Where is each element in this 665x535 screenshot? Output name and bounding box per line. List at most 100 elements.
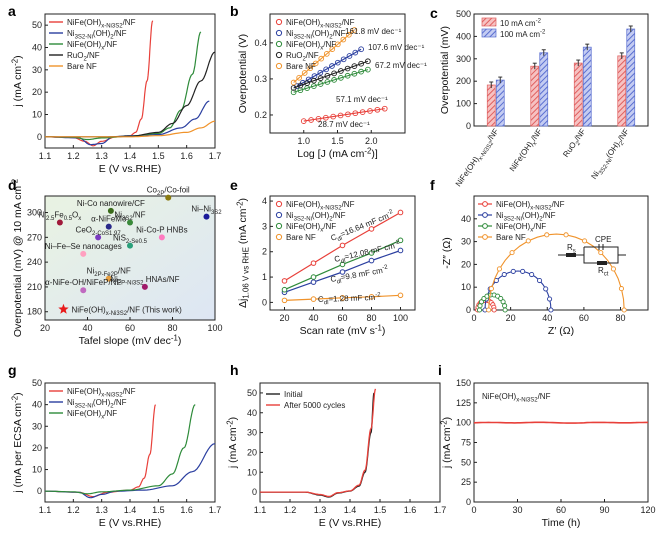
data-point [351, 63, 358, 69]
series-line-Bare NF [45, 120, 216, 138]
panel-a: 1.1 1.2 1.3 1.4 1.5 1.6 1.7 0 10 20 30 40 50 E (V vs.… [8, 3, 221, 175]
data-point [368, 250, 375, 256]
fit-line [296, 48, 362, 87]
data-point [281, 286, 288, 293]
data-point [127, 242, 133, 249]
point-label: Ni2P-Ni​3S​2​ HNAs/NF [110, 275, 179, 287]
legend-label: NiFe(OH)x-Ni​3S​2​/NF [67, 387, 136, 399]
circuit-parallel [583, 246, 619, 264]
legend-swatch [275, 200, 283, 208]
legend-swatch [482, 234, 488, 240]
legend-swatch [482, 223, 488, 229]
data-point [496, 266, 502, 272]
x-axis-label: E (V vs.RHE) [99, 517, 161, 529]
data-point [290, 79, 297, 86]
slope-annotation: 161.8 mV dec⁻¹ [345, 27, 402, 36]
slope-annotation: 28.7 mV dec⁻¹ [318, 120, 370, 129]
panel-c: 0 100 200 300 400 500 NiFe(OH)x-Ni​3S​2​/NFNiF… [430, 5, 649, 188]
data-point [486, 307, 492, 313]
slope-annotation: 67.2 mV dec⁻¹ [375, 61, 427, 70]
data-point [338, 74, 344, 81]
x-tick-label: 1.1 [39, 505, 52, 515]
legend-label: NiFe(OH)x​/NF [67, 40, 117, 52]
data-point [397, 247, 404, 254]
bar [573, 62, 583, 127]
y-tick-label: 0 [466, 497, 471, 507]
data-point [397, 209, 404, 216]
data-point [368, 226, 375, 232]
legend-swatch [275, 18, 283, 26]
y-axis-label: Overpotential (mV) [439, 26, 451, 114]
y-tick-label: 300 [456, 54, 471, 64]
data-point [281, 297, 288, 304]
y-tick-label: 210 [27, 282, 42, 292]
x-tick-label: 1.2 [67, 505, 80, 515]
data-point [105, 275, 112, 282]
x-tick-label: 60 [337, 313, 347, 323]
legend-label: NiFe(OH)x-Ni​3S​2​/NF [286, 18, 355, 30]
series-line-Ni3S2-Ni(OH)2/NF [44, 100, 210, 146]
y-tick-label: 1 [262, 272, 267, 282]
y-tick-label: 20 [247, 447, 257, 457]
data-point [397, 292, 404, 299]
data-point [281, 278, 288, 284]
x-tick-label: 1.0 [297, 136, 310, 146]
x-tick-label: 80 [366, 313, 376, 323]
legend-label: Ni3S​2-Ni​(OH)2​/NF [496, 211, 556, 223]
y-tick-label: 30 [461, 237, 471, 247]
legend-label: NiFe(OH)x​/NF [286, 40, 336, 52]
data-point [329, 46, 336, 52]
category-label: NiFe(OH)x​/NF [508, 127, 546, 175]
x-tick-label: 60 [125, 323, 135, 333]
data-point [582, 238, 588, 244]
this-work-label: NiFe(OH)x-Ni​3S​2​/NF (This work) [71, 305, 182, 317]
x-tick-label: 20 [506, 313, 516, 323]
legend-label: Initial [284, 390, 303, 399]
panel-f: 0 20 40 60 80 0 10 20 30 40 Z′ (Ω) -Z″ (Ω) f NiFe(OH)… [430, 177, 649, 337]
y-tick-label: 500 [456, 9, 471, 19]
point-label: Ni–Ni3S​2​ [191, 205, 222, 217]
category-label: RuO2​/NF [561, 127, 589, 160]
legend-swatch [275, 29, 283, 37]
data-point [331, 77, 337, 83]
data-point [346, 31, 352, 38]
x-tick-label: 1.3 [314, 505, 327, 515]
data-point [344, 72, 351, 79]
bar [582, 46, 592, 127]
x-tick-label: 80 [167, 323, 177, 333]
x-tick-label: 30 [512, 505, 522, 515]
data-point [498, 295, 504, 302]
x-tick-label: 60 [556, 505, 566, 515]
y-tick-label: 75 [461, 438, 471, 448]
y-axis-label: Overpotential (mV) @ 10 mA cm-2​ [11, 179, 25, 337]
data-point [297, 82, 304, 89]
y-tick-label: 10 [32, 110, 42, 120]
y-tick-label: 40 [461, 214, 471, 224]
data-point [358, 46, 364, 53]
legend-label: Bare NF [286, 233, 316, 242]
x-tick-label: 1.4 [344, 505, 357, 515]
data-point [491, 307, 497, 313]
circuit-rs [566, 253, 576, 257]
data-point [339, 261, 346, 268]
x-tick-label: 1.6 [180, 505, 193, 515]
y-axis-label: Δj1.06 V vs RHE​ (mA cm-2​) [236, 198, 251, 308]
bar [626, 28, 636, 127]
x-tick-label: 1.4 [124, 505, 137, 515]
y-axis-label: Overpotential (V) [237, 34, 249, 113]
panel-d: 20 40 60 80 100 180 210 240 270 300 Tafel slope (m… [8, 177, 223, 347]
series-line [45, 404, 196, 495]
data-point [536, 277, 543, 284]
data-point [563, 232, 569, 238]
cdl-annotation: Cdl​=9.8 mF cm-2​ [330, 264, 390, 286]
cdl-annotation: Cdl​=1.28 mF cm-2​ [318, 292, 382, 306]
legend-swatch [275, 211, 283, 219]
data-point [305, 76, 312, 83]
data-point [344, 65, 351, 72]
bar [617, 55, 627, 127]
point-label: Ni2P-Fe​2P​/NF [87, 267, 131, 279]
legend-swatch [482, 212, 488, 218]
panel-label: d [8, 177, 17, 193]
legend-swatch [482, 201, 488, 207]
x-tick-label: 1.5 [331, 136, 344, 146]
